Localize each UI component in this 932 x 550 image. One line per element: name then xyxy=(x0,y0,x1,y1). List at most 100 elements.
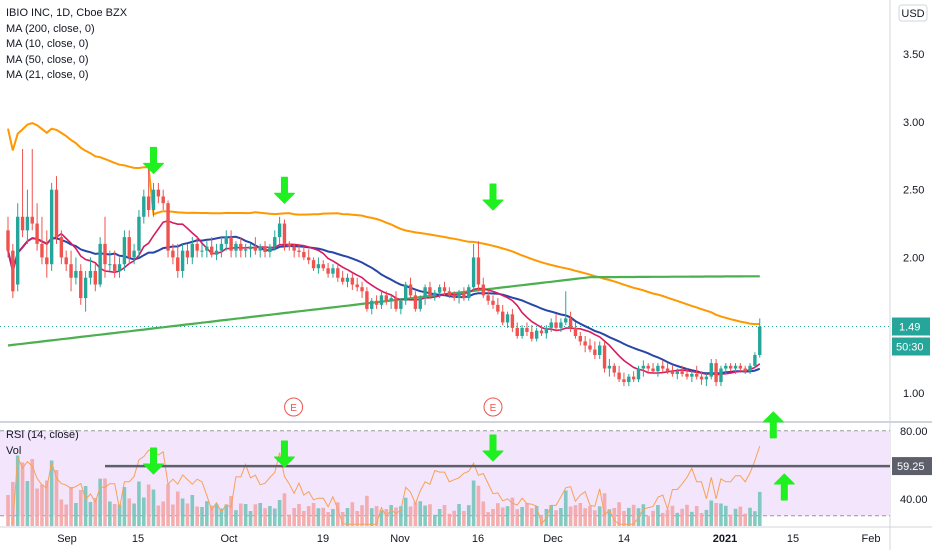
volume-bar xyxy=(384,509,389,526)
candle-body xyxy=(525,327,529,332)
volume-bar xyxy=(399,506,403,526)
time-tick-label: 2021 xyxy=(713,533,737,545)
volume-bar xyxy=(491,509,495,526)
volume-bar xyxy=(98,478,102,526)
volume-bar xyxy=(510,497,515,526)
volume-bar xyxy=(612,508,617,526)
rsi-down-arrow xyxy=(273,440,295,468)
candle-body xyxy=(530,331,534,339)
volume-bar xyxy=(369,508,374,526)
volume-bar xyxy=(714,503,718,526)
candle-body xyxy=(646,365,650,369)
candle-body xyxy=(709,363,713,377)
candle-body xyxy=(6,230,10,251)
volume-bar xyxy=(11,482,15,526)
candle-body xyxy=(631,376,636,380)
volume-bar xyxy=(132,503,136,526)
candle-body xyxy=(447,291,452,296)
rsi-up-arrow xyxy=(773,473,795,501)
candle-body xyxy=(350,277,355,285)
volume-bar xyxy=(15,455,20,526)
volume-bar xyxy=(413,502,418,526)
candle-body xyxy=(355,284,359,288)
volume-bar xyxy=(248,511,253,526)
ma10-label[interactable]: MA (10, close, 0) xyxy=(6,38,89,50)
volume-bar xyxy=(418,501,423,526)
volume-bar xyxy=(88,502,93,526)
vol-label[interactable]: Vol xyxy=(6,444,22,457)
candle-body xyxy=(108,264,112,266)
candle-body xyxy=(728,365,733,369)
volume-bar xyxy=(578,503,583,526)
rsi-down-arrow xyxy=(482,434,504,462)
candle-body xyxy=(573,327,578,336)
volume-bar xyxy=(112,504,117,526)
ma21-label[interactable]: MA (21, close, 0) xyxy=(6,69,89,81)
candle-body xyxy=(423,287,427,299)
candle-body xyxy=(205,246,209,251)
volume-bar xyxy=(588,506,592,526)
volume-bar xyxy=(627,507,631,526)
volume-bar xyxy=(500,507,505,526)
candle-body xyxy=(166,203,170,251)
candle-body xyxy=(345,277,350,282)
volume-bar xyxy=(306,506,311,526)
volume-bar xyxy=(185,503,190,526)
volume-bar xyxy=(127,498,132,526)
candle-body xyxy=(195,243,199,251)
volume-bar xyxy=(743,513,747,526)
candle-body xyxy=(593,349,597,355)
last-price-text: 1.49 xyxy=(899,322,920,334)
candle-body xyxy=(408,284,413,296)
volume-bar xyxy=(452,510,456,526)
volume-bar xyxy=(539,514,544,526)
candle-body xyxy=(190,243,194,258)
volume-bar xyxy=(719,503,723,526)
candle-body xyxy=(239,243,243,251)
candle-body xyxy=(326,268,330,274)
candle-body xyxy=(699,376,704,380)
volume-bar xyxy=(365,495,369,526)
rsi-tick-label: 40.00 xyxy=(900,494,928,506)
ma200-label[interactable]: MA (200, close, 0) xyxy=(6,22,95,35)
candle-body xyxy=(413,295,418,309)
candle-body xyxy=(287,243,291,247)
candle-body xyxy=(277,223,282,238)
volume-bar xyxy=(108,501,112,526)
candle-body xyxy=(156,189,161,197)
volume-bar xyxy=(753,511,757,526)
volume-bar xyxy=(728,514,733,526)
volume-bar xyxy=(224,504,229,526)
volume-bar xyxy=(481,501,486,526)
rsi-label[interactable]: RSI (14, close) xyxy=(6,429,79,441)
candle-body xyxy=(35,223,39,244)
volume-bar xyxy=(316,508,321,526)
volume-bar xyxy=(49,460,54,526)
volume-bar xyxy=(656,505,660,526)
last-price-tag xyxy=(892,317,930,336)
candle-body xyxy=(40,243,44,258)
volume-bar xyxy=(694,506,699,526)
candle-body xyxy=(340,277,345,282)
volume-bar xyxy=(54,470,59,526)
volume-bar xyxy=(563,490,568,526)
time-tick-label: 14 xyxy=(618,533,630,545)
ma50-label[interactable]: MA (50, close, 0) xyxy=(6,53,89,66)
candle-body xyxy=(636,368,641,380)
candle-body xyxy=(30,216,34,224)
volume-bar xyxy=(724,505,728,526)
volume-bar xyxy=(709,500,714,526)
candle-body xyxy=(93,270,97,285)
price-tick-label: 3.00 xyxy=(903,117,924,129)
candle-body xyxy=(714,363,718,383)
candle-body xyxy=(515,327,519,336)
candle-body xyxy=(433,292,437,296)
candle-body xyxy=(753,354,757,366)
candle-body xyxy=(510,314,515,328)
candle-body xyxy=(49,189,54,265)
candle-body xyxy=(370,300,374,309)
volume-bar xyxy=(665,509,670,526)
volume-bar xyxy=(272,508,277,526)
